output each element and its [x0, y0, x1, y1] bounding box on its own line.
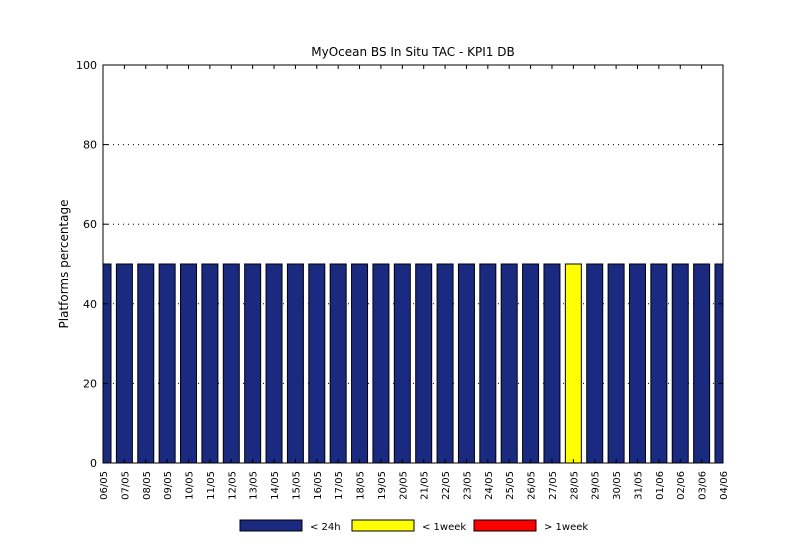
y-tick-label: 0: [90, 457, 97, 470]
x-tick-label: 20/05: [398, 471, 409, 500]
x-tick-label: 10/05: [185, 471, 196, 500]
bar-03-06-series-0: [693, 263, 711, 464]
x-tick-label: 13/05: [249, 471, 260, 500]
x-tick-label: 18/05: [356, 471, 367, 500]
x-tick-label: 09/05: [163, 471, 174, 500]
x-tick-label: 06/05: [99, 471, 110, 500]
x-tick-label: 27/05: [548, 471, 559, 500]
x-tick-label: 14/05: [270, 471, 281, 500]
x-axis: 06/05 07/05 08/05 09/05 10/05 11/05 12/05 13/05…: [99, 65, 730, 500]
legend-swatch: [239, 519, 303, 532]
bar-22-05-series-0: [436, 263, 454, 464]
x-tick-label: 16/05: [313, 471, 324, 500]
bar-20-05-series-0: [393, 263, 411, 464]
bar-13-05-series-0: [244, 263, 262, 464]
y-tick-label: 20: [83, 377, 97, 390]
plot-frame: [102, 64, 724, 464]
x-tick-label: 24/05: [484, 471, 495, 500]
bar-18-05-series-0: [351, 263, 369, 464]
bar-06-05-series-0: [102, 263, 112, 464]
x-tick-label: 21/05: [420, 471, 431, 500]
bar-17-05-series-0: [329, 263, 347, 464]
bar-31-05-series-0: [628, 263, 646, 464]
bar-15-05-series-0: [286, 263, 304, 464]
x-tick-label: 15/05: [291, 471, 302, 500]
x-tick-label: 23/05: [462, 471, 473, 500]
bar-28-05-series-1: [564, 263, 582, 464]
x-tick-label: 19/05: [377, 471, 388, 500]
bar-07-05-series-0: [115, 263, 133, 464]
x-tick-label: 11/05: [206, 471, 217, 500]
chart-title: MyOcean BS In Situ TAC - KPI1 DB: [311, 45, 514, 59]
bar-02-06-series-0: [671, 263, 689, 464]
x-tick-label: 22/05: [441, 471, 452, 500]
bar-25-05-series-0: [500, 263, 518, 464]
x-tick-label: 17/05: [334, 471, 345, 500]
bar-11-05-series-0: [201, 263, 219, 464]
bars: [102, 263, 724, 464]
legend-label: < 1week: [422, 522, 466, 533]
legend: < 24h < 1week > 1week: [239, 519, 588, 533]
legend-swatch: [351, 519, 415, 532]
bar-04-06-series-0: [714, 263, 724, 464]
bar-01-06-series-0: [650, 263, 668, 464]
x-tick-label: 30/05: [612, 471, 623, 500]
legend-label: < 24h: [310, 522, 341, 533]
x-tick-label: 04/06: [719, 471, 730, 500]
y-tick-label: 100: [76, 59, 97, 72]
x-tick-label: 01/06: [655, 471, 666, 500]
bar-23-05-series-0: [457, 263, 475, 464]
y-tick-label: 80: [83, 139, 97, 152]
x-tick-label: 29/05: [591, 471, 602, 500]
bar-26-05-series-0: [522, 263, 540, 464]
bar-08-05-series-0: [137, 263, 155, 464]
bar-27-05-series-0: [543, 263, 561, 464]
x-tick-label: 25/05: [505, 471, 516, 500]
x-tick-label: 02/06: [676, 471, 687, 500]
x-tick-label: 12/05: [227, 471, 238, 500]
legend-label: > 1week: [544, 522, 588, 533]
x-tick-label: 26/05: [527, 471, 538, 500]
bar-10-05-series-0: [180, 263, 198, 464]
x-tick-label: 28/05: [569, 471, 580, 500]
y-axis: 0 20 40 60 80 100: [76, 59, 723, 470]
x-tick-label: 07/05: [120, 471, 131, 500]
x-tick-label: 08/05: [142, 471, 153, 500]
x-tick-label: 31/05: [633, 471, 644, 500]
bar-29-05-series-0: [586, 263, 604, 464]
bar-12-05-series-0: [222, 263, 240, 464]
bar-19-05-series-0: [372, 263, 390, 464]
bar-30-05-series-0: [607, 263, 625, 464]
bar-21-05-series-0: [415, 263, 433, 464]
bar-24-05-series-0: [479, 263, 497, 464]
legend-swatch: [473, 519, 537, 532]
y-axis-label: Platforms percentage: [57, 200, 71, 329]
bar-09-05-series-0: [158, 263, 176, 464]
y-tick-label: 60: [83, 218, 97, 231]
y-tick-label: 40: [83, 298, 97, 311]
bar-16-05-series-0: [308, 263, 326, 464]
x-tick-label: 03/06: [698, 471, 709, 500]
gridlines: [103, 144, 723, 384]
bar-14-05-series-0: [265, 263, 283, 464]
